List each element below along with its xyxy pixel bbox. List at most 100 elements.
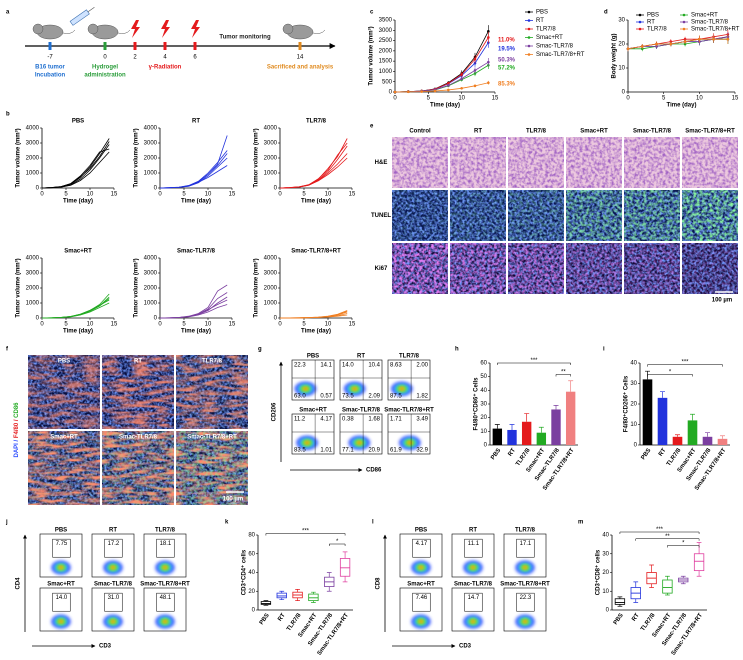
day-label: 4 — [163, 55, 167, 61]
quadrant-value: 1.01 — [320, 448, 332, 454]
image-texture — [176, 431, 248, 505]
day-marker — [298, 42, 302, 50]
row-label: Ki67 — [375, 266, 388, 272]
significance-bracket — [265, 533, 346, 536]
quadrant-value: 14.1 — [320, 363, 332, 369]
flow-gate — [412, 592, 431, 612]
micrograph-texture — [508, 137, 564, 188]
plot-title: TLR7/8 — [515, 528, 536, 534]
y-axis-label: Tumor volume (mm³) — [133, 128, 140, 187]
quadrant-value: 87.5 — [390, 394, 402, 400]
y-tick-label: 30 — [602, 551, 609, 557]
chart-title: Smac+RT — [64, 249, 92, 255]
x-tick-label: 5 — [182, 322, 186, 328]
y-tick-label: 0 — [274, 316, 278, 322]
event-label: γ-Radiation — [149, 65, 182, 71]
y-axis-label: Tumor volume (mm³) — [15, 258, 22, 317]
micrograph-texture — [450, 137, 506, 188]
plot-title: RT — [357, 354, 365, 360]
flow-axis-label: CD8 — [376, 577, 382, 590]
data-point — [393, 90, 397, 94]
density-contour — [471, 566, 475, 569]
micrograph-texture — [624, 190, 680, 241]
data-point — [473, 84, 477, 88]
data-point — [487, 81, 490, 85]
micrograph-texture — [508, 243, 564, 294]
y-tick-label: 2000 — [264, 156, 278, 162]
error-bar — [494, 424, 500, 429]
x-tick-label: 15 — [229, 192, 236, 198]
y-tick-label: 80 — [248, 533, 255, 539]
y-tick-label: 20 — [630, 402, 637, 408]
data-point — [473, 57, 477, 61]
day-label: -7 — [47, 55, 53, 61]
y-tick-label: 4000 — [26, 126, 40, 132]
legend-label: PBS — [536, 10, 548, 16]
data-point — [433, 89, 437, 93]
quadrant-value: 22.3 — [294, 363, 306, 369]
y-tick-label: 10 — [480, 429, 487, 435]
x-tick-label: Smac-TLR7/8+RT — [317, 612, 351, 656]
y-axis-label: CD3⁺CD4⁺ cells — [241, 549, 248, 595]
gate-value: 7.46 — [416, 595, 428, 601]
mouse — [312, 29, 326, 34]
x-tick-label: RT — [631, 612, 641, 622]
micrograph-texture — [566, 137, 622, 188]
x-tick-label: 15 — [349, 192, 356, 198]
x-tick-label: 15 — [229, 322, 236, 328]
plot-title: Smac+RT — [407, 582, 435, 588]
plot-title: Smac-TLR7/8 — [342, 408, 381, 414]
y-tick-label: 1000 — [379, 69, 393, 75]
chart-title: TLR7/8 — [306, 119, 327, 125]
mouse — [117, 29, 131, 34]
legend-label: TLR7/8 — [536, 27, 556, 33]
y-tick-label: 1000 — [144, 171, 158, 177]
column-label: Smac-TLR7/8 — [633, 129, 672, 135]
flow-axis-label: CD206 — [272, 402, 278, 421]
quadrant-value: 8.63 — [390, 363, 402, 369]
y-tick-label: 2500 — [379, 38, 393, 44]
y-tick-label: 4000 — [144, 256, 158, 262]
mouse — [87, 23, 99, 35]
series-line — [41, 141, 110, 189]
bar — [507, 429, 517, 445]
series-line — [279, 310, 348, 319]
x-tick-label: 15 — [732, 96, 739, 102]
box-body — [662, 579, 673, 594]
x-tick-label: 5 — [427, 96, 431, 102]
data-point — [640, 45, 644, 48]
plot-title: Smac-TLR7/8+RT — [140, 582, 190, 588]
y-tick-label: 2000 — [144, 286, 158, 292]
gate-value: 14.0 — [56, 595, 68, 601]
series-line — [159, 292, 228, 319]
y-tick-label: 3000 — [264, 141, 278, 147]
y-axis-label: CD3⁺CD8⁺ cells — [595, 549, 602, 595]
significance-label: *** — [530, 358, 538, 364]
y-axis-label: F4/80⁺CD206⁺ Cells — [623, 375, 630, 432]
micrograph-texture — [682, 137, 738, 188]
image-texture — [102, 355, 174, 429]
error-bar — [690, 413, 695, 421]
y-tick-label: 40 — [602, 533, 609, 539]
y-tick-label: 3000 — [26, 141, 40, 147]
flow-gate — [516, 592, 535, 612]
series-line — [159, 153, 228, 189]
panel-letter: m — [578, 520, 583, 526]
x-tick-label: 5 — [182, 192, 186, 198]
bar — [717, 438, 728, 445]
gate-value: 31.0 — [108, 595, 120, 601]
y-tick-label: 3500 — [379, 18, 393, 24]
x-tick-label: 10 — [205, 322, 212, 328]
panel-letter: l — [372, 520, 374, 526]
micrograph-texture — [624, 137, 680, 188]
x-tick-label: 0 — [158, 322, 162, 328]
density-contour — [352, 387, 357, 390]
x-tick-label: PBS — [259, 613, 271, 627]
y-tick-label: 3000 — [144, 141, 158, 147]
legend-marker — [638, 20, 642, 24]
legend-marker — [527, 19, 531, 22]
gate-value: 7.75 — [56, 541, 68, 547]
significance-bracket — [329, 543, 346, 546]
series-line — [41, 296, 110, 319]
